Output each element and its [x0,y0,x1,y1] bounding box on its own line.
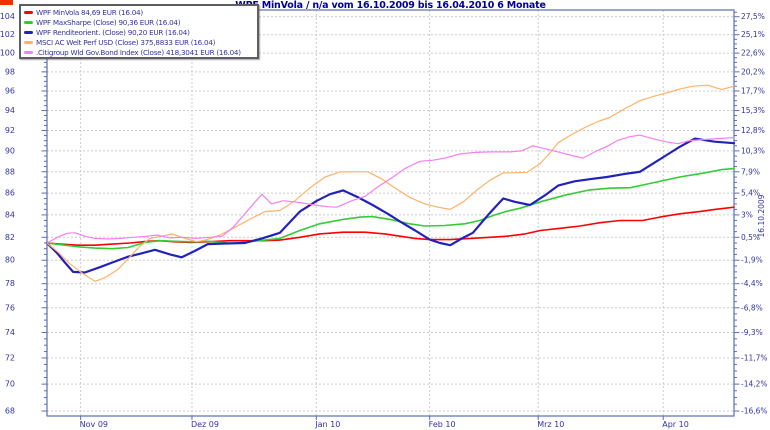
y-axis-label-left: 68 [5,407,15,416]
legend-item-label: WPF MinVola 84,69 EUR (16.04) [36,7,143,17]
legend-color-swatch [24,30,33,34]
y-axis-label-right: 12,8% [741,126,765,135]
x-axis-label: Dez 09 [191,420,219,429]
y-axis-label-left: 104 [0,12,15,21]
series-line-wpf-renditeorient [45,137,736,274]
y-axis-label-right: 15,3% [741,106,765,115]
y-axis-label-left: 70 [5,380,15,389]
x-axis-label: Jan 10 [314,420,340,429]
y-axis-label-right: 0,5% [741,233,760,242]
y-axis-label-right: 25,1% [741,30,765,39]
legend-color-swatch [24,10,33,14]
corner-mark [0,0,13,5]
y-axis-label-left: 102 [0,30,15,39]
y-axis-label-left: 82 [5,233,15,242]
y-axis-label-right: -6,8% [741,303,763,312]
x-axis-label: Mrz 10 [537,420,564,429]
y-axis-label-left: 76 [5,303,15,312]
y-axis-label-right: -14,2% [741,380,768,389]
y-axis-label-right: -11,7% [741,353,768,362]
y-axis-label-left: 78 [5,279,15,288]
y-axis-label-right: 5,4% [741,189,760,198]
series-line-wpf-minvola [46,206,735,246]
y-axis-label-left: 100 [0,49,15,58]
y-axis-label-left: 86 [5,189,15,198]
series-line-msci-ac-welt-perf-usd [46,84,735,282]
series-line-citigroup-wld-gov-bond-index [46,134,735,244]
y-axis-label-left: 90 [5,146,15,155]
y-axis-label-right: 17,7% [741,87,765,96]
y-axis-label-left: 72 [5,353,15,362]
y-axis-label-left: 92 [5,126,15,135]
y-axis-label-right: 22,6% [741,49,765,58]
x-axis-label: Apr 10 [662,420,689,429]
legend-color-swatch [24,20,33,24]
legend-item: WPF Renditeorient. (Close) 90,20 EUR (16… [24,27,257,37]
legend-item-label: MSCI AC Welt Perf USD (Close) 375,8833 E… [36,37,216,47]
legend-item: WPF MaxSharpe (Close) 90,36 EUR (16.04) [24,17,257,27]
legend-item-label: .Citigroup Wld Gov.Bond Index (Close) 41… [36,47,241,57]
y-axis-label-left: 96 [5,87,15,96]
y-axis-label-right: 20,2% [741,67,765,76]
legend-box: WPF MinVola 84,69 EUR (16.04) WPF MaxShar… [19,4,259,59]
y-axis-label-left: 98 [5,67,15,76]
y-axis-label-left: 80 [5,256,15,265]
x-axis-label: Feb 10 [429,420,456,429]
legend-item-label: WPF Renditeorient. (Close) 90,20 EUR (16… [36,27,190,37]
legend-color-swatch [24,50,33,54]
y-axis-label-right: -1,9% [741,256,763,265]
y-axis-label-right: -9,3% [741,328,763,337]
y-axis-label-left: 94 [5,106,15,115]
legend-item: .Citigroup Wld Gov.Bond Index (Close) 41… [24,47,257,57]
chart-title: WPF MinVola / n/a vom 16.10.2009 bis 16.… [235,0,546,11]
y-axis-label-right: 10,3% [741,146,765,155]
plot-frame [46,9,735,417]
y-axis-label-right: 27,5% [741,12,765,21]
y-axis-label-left: 74 [5,328,15,337]
y-axis-label-left: 84 [5,210,15,219]
legend-color-swatch [24,40,33,44]
y-axis-label-right: 3% [741,210,753,219]
y-axis-label-right: 7,9% [741,167,760,176]
series-line-wpf-maxsharpe [46,167,735,250]
y-axis-label-right: -16,6% [741,407,768,416]
legend-item: MSCI AC Welt Perf USD (Close) 375,8833 E… [24,37,257,47]
y-axis-label-left: 88 [5,167,15,176]
base-date-vertical-label: 16.10.2009 [757,194,766,238]
x-axis-label: Nov 09 [80,420,108,429]
y-axis-label-right: -4,4% [741,279,763,288]
legend-item-label: WPF MaxSharpe (Close) 90,36 EUR (16.04) [36,17,181,27]
legend-item: WPF MinVola 84,69 EUR (16.04) [24,7,257,17]
